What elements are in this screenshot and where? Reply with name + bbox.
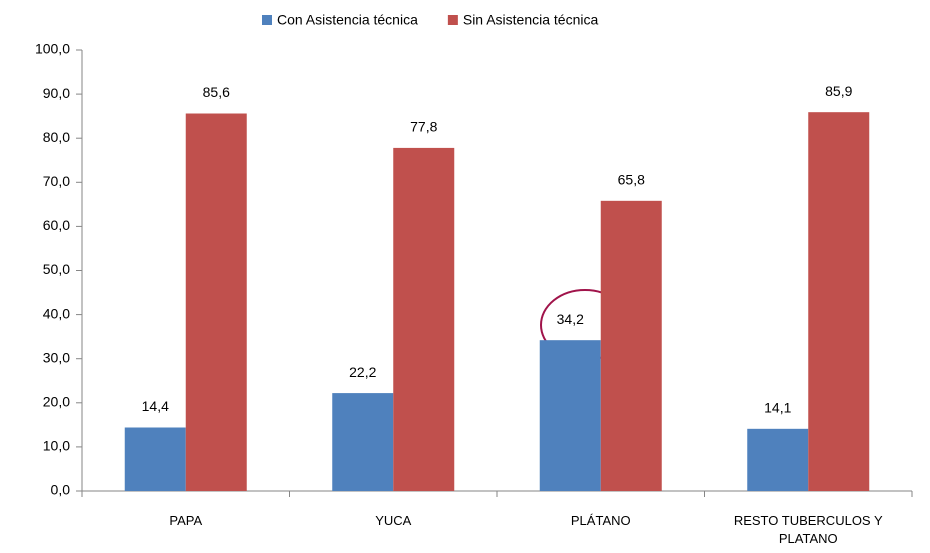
y-tick-label: 90,0 (43, 85, 70, 101)
data-label: 65,8 (618, 172, 645, 188)
x-tick-label: RESTO TUBERCULOS Y PLATANO (733, 513, 883, 546)
bar (332, 393, 394, 491)
bar (539, 340, 601, 491)
data-label: 34,2 (557, 311, 584, 327)
bar (393, 147, 455, 492)
data-label: 85,9 (825, 83, 852, 99)
data-label: 22,2 (349, 364, 376, 380)
y-tick-label: 30,0 (43, 349, 70, 365)
data-label: 77,8 (410, 119, 437, 135)
x-tick-label: PAPA (169, 513, 203, 528)
x-tick-label: PLÁTANO (570, 513, 631, 528)
y-tick-label: 40,0 (43, 305, 70, 321)
y-tick-label: 70,0 (43, 173, 70, 189)
y-tick-label: 10,0 (43, 438, 70, 454)
bar (124, 427, 186, 491)
y-tick-label: 20,0 (43, 394, 70, 410)
data-label: 85,6 (203, 84, 230, 100)
legend-swatch (262, 15, 272, 25)
y-tick-label: 80,0 (43, 129, 70, 145)
x-tick-label: YUCA (375, 513, 412, 528)
data-label: 14,1 (764, 400, 791, 416)
y-tick-label: 60,0 (43, 217, 70, 233)
legend-swatch (447, 15, 458, 25)
bar (808, 112, 870, 491)
bar (747, 428, 809, 491)
y-tick-label: 100,0 (35, 41, 70, 57)
legend-label: Con Asistencia técnica (277, 12, 418, 28)
bar (185, 113, 247, 491)
legend-label: Sin Asistencia técnica (463, 12, 599, 28)
bar (600, 200, 662, 491)
data-label: 14,4 (142, 398, 169, 414)
y-tick-label: 0,0 (51, 482, 71, 498)
y-tick-label: 50,0 (43, 261, 70, 277)
